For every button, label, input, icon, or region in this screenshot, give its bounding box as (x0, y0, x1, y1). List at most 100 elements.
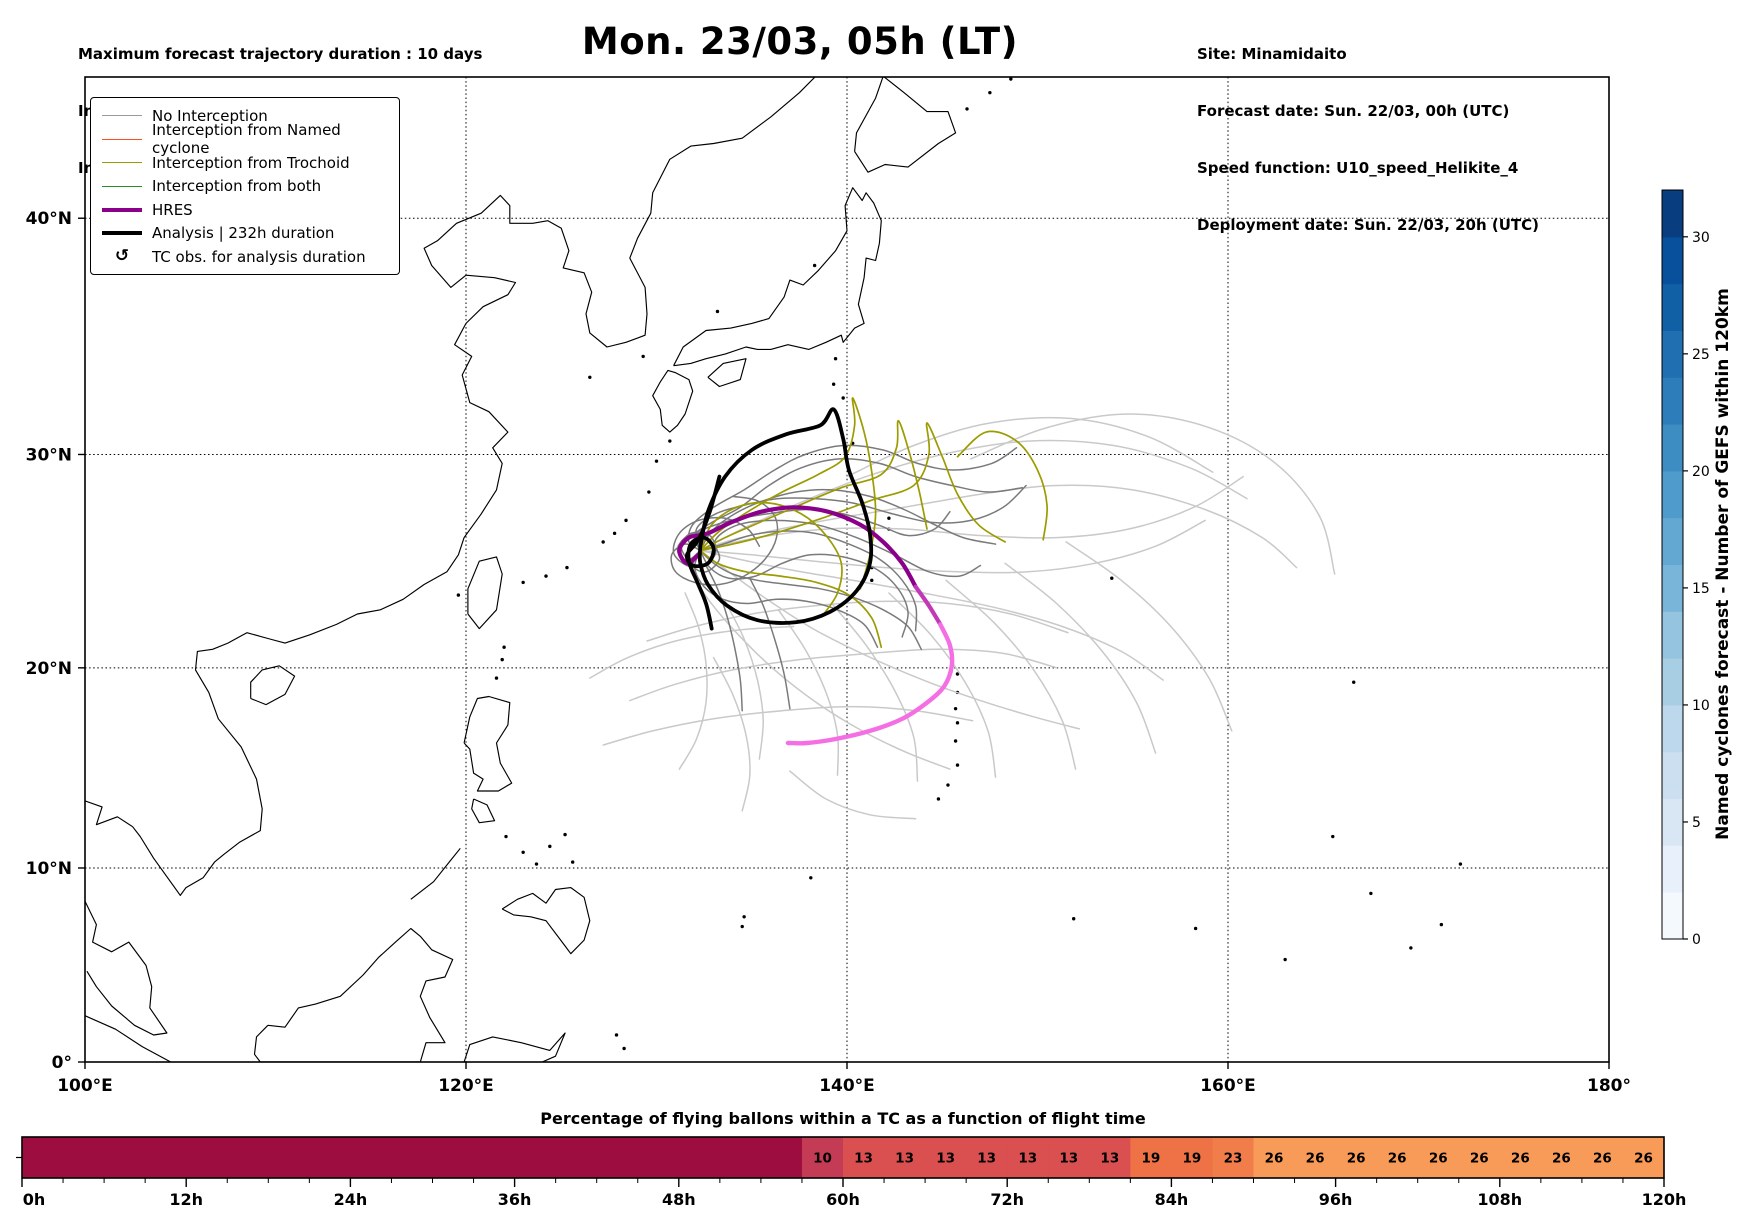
strip-segment-value: 13 (936, 1151, 955, 1167)
island-dot (1439, 922, 1444, 927)
island-dot (936, 797, 941, 801)
island-dot (887, 516, 891, 520)
deployment-date-line: Deployment date: Sun. 22/03, 20h (UTC) (1197, 216, 1540, 234)
trajectory-no-interception-faded (970, 413, 1336, 575)
trajectory-no-interception (705, 564, 743, 712)
legend-item: Interception from Trochoid (91, 151, 399, 175)
island-dot (1409, 946, 1413, 950)
y-tick-label: 0° (52, 1053, 72, 1073)
strip-segment (801, 1137, 844, 1178)
strip-segment (884, 1137, 926, 1178)
strip-title: Percentage of flying ballons within a TC… (540, 1109, 1146, 1128)
colorbar-segment (1662, 424, 1683, 472)
legend-line-swatch (102, 162, 142, 164)
island-dot (654, 459, 659, 463)
colorbar-segment (1662, 517, 1683, 565)
legend-line-swatch (102, 207, 142, 212)
island-dot (742, 915, 746, 919)
legend-line (102, 138, 142, 140)
strip-segment-value: 13 (977, 1151, 996, 1167)
strip-tick-label: 108h (1477, 1190, 1522, 1209)
strip-tick-label: 36h (498, 1190, 532, 1209)
strip-segment (1130, 1137, 1172, 1178)
strip-segment (1581, 1137, 1624, 1178)
x-tick-label: 160°E (1200, 1076, 1256, 1096)
trajectory-no-interception (693, 458, 1024, 552)
y-tick-label: 40°N (26, 209, 72, 229)
strip-tick-label: 120h (1642, 1190, 1687, 1209)
strip-segment (925, 1137, 967, 1178)
legend-line (102, 231, 142, 236)
island-dot (833, 357, 838, 361)
legend-item: Interception from Named cyclone (91, 121, 399, 157)
colorbar-segment (1662, 236, 1683, 285)
trajectory-no-interception-faded (724, 600, 764, 760)
coastline (410, 847, 461, 900)
trajectory-interception-trochoid (699, 422, 1006, 552)
trajectory-no-interception-faded (646, 600, 1069, 642)
trajectory-no-interception-faded (699, 475, 1244, 552)
island-dot (1331, 834, 1335, 839)
island-dot (812, 263, 817, 268)
trajectory-no-interception-faded (699, 519, 1206, 574)
island-dot (544, 574, 548, 578)
legend-line-swatch (102, 138, 142, 140)
island-dot (521, 580, 525, 585)
island-dot (624, 518, 628, 523)
trajectory-no-interception (670, 495, 779, 586)
trajectory-no-interception-faded (589, 625, 795, 679)
trajectory-no-interception-faded (678, 592, 708, 770)
island-dot (1283, 957, 1287, 962)
trajectory-no-interception (691, 519, 982, 578)
island-dot (1071, 917, 1076, 921)
legend-line-swatch (102, 115, 142, 117)
trajectory-interception-trochoid (699, 397, 877, 590)
strip-segment-value: 26 (1429, 1151, 1448, 1167)
trajectories (589, 397, 1336, 820)
legend-item: No Interception (91, 104, 399, 128)
island-dot (841, 396, 845, 400)
island-dot (500, 657, 504, 662)
trajectory-no-interception-faded (777, 609, 840, 776)
legend-label: TC obs. for analysis duration (152, 247, 366, 266)
trajectory-no-interception (699, 530, 918, 632)
island-dot (622, 1046, 626, 1051)
strip-segment-value: 26 (1388, 1151, 1407, 1167)
trajectory-no-interception-faded (1065, 541, 1233, 732)
coastline (250, 665, 296, 706)
island-dot (953, 706, 958, 711)
strip-segment-value: 19 (1183, 1151, 1202, 1167)
legend-item: ↺ TC obs. for analysis duration (91, 245, 399, 269)
colorbar-axis-label: Named cyclones forecast - Number of GEFS… (1713, 288, 1733, 840)
island-dot (1458, 862, 1463, 866)
island-dot (955, 721, 960, 725)
trajectory-no-interception-faded (690, 571, 951, 770)
coastline (85, 900, 168, 1036)
strip-segment (843, 1137, 885, 1178)
strip-segment-value: 13 (1100, 1151, 1119, 1167)
island-dot (946, 783, 950, 787)
strip-tick-label: 48h (662, 1190, 696, 1209)
trajectory-no-interception-faded (699, 439, 1248, 552)
max-duration-line: Maximum forecast trajectory duration : 1… (78, 45, 483, 63)
strip-tick-label: 12h (169, 1190, 203, 1209)
colorbar-tick-label: 0 (1692, 932, 1701, 948)
coastlines (85, 77, 1463, 1062)
trajectory-hres-late (785, 622, 955, 746)
colorbar-segment (1662, 190, 1683, 238)
colorbar-segment (1662, 798, 1683, 846)
legend-item: Analysis | 232h duration (91, 222, 399, 246)
colorbar-tick-label: 10 (1692, 698, 1710, 714)
strip-segment (1212, 1137, 1254, 1178)
colorbar-frame (1661, 189, 1684, 940)
island-dot (614, 1033, 619, 1037)
colorbar-tick-label: 30 (1692, 230, 1710, 246)
island-dot (831, 382, 836, 386)
trajectory-no-interception (699, 549, 923, 651)
legend-label: Interception from Named cyclone (152, 121, 341, 158)
strip-segment-value: 13 (854, 1151, 873, 1167)
island-dot (612, 531, 617, 536)
trajectory-no-interception-faded (712, 656, 751, 812)
x-tick-label: 100°E (57, 1076, 113, 1096)
